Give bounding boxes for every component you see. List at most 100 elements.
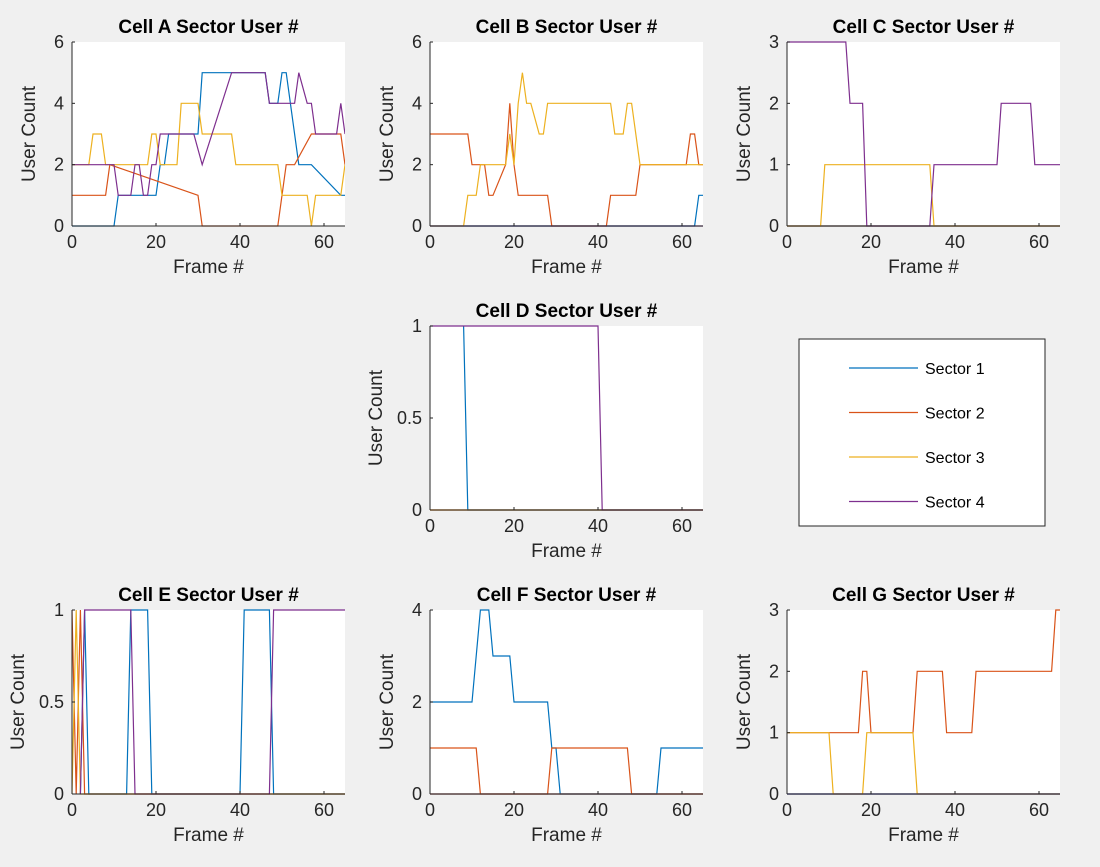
y-axis-label-e: User Count bbox=[8, 653, 29, 750]
x-tick-label-b: 0 bbox=[425, 232, 435, 252]
y-tick-label-f: 4 bbox=[412, 600, 422, 620]
chart-title-f: Cell F Sector User # bbox=[477, 585, 657, 606]
y-tick-label-a: 0 bbox=[54, 216, 64, 236]
y-axis-label-b: User Count bbox=[377, 85, 398, 182]
x-tick-label-d: 0 bbox=[425, 516, 435, 536]
x-tick-label-c: 20 bbox=[861, 232, 881, 252]
plot-area-f bbox=[430, 610, 703, 794]
y-tick-label-e: 1 bbox=[54, 600, 64, 620]
y-tick-label-b: 2 bbox=[412, 155, 422, 175]
legend-box bbox=[798, 338, 1046, 527]
plot-area-b bbox=[430, 42, 703, 226]
x-tick-label-c: 0 bbox=[782, 232, 792, 252]
chart-title-c: Cell C Sector User # bbox=[833, 17, 1015, 38]
y-tick-label-d: 0.5 bbox=[397, 408, 422, 428]
chart-title-e: Cell E Sector User # bbox=[118, 585, 299, 606]
x-tick-label-c: 60 bbox=[1029, 232, 1049, 252]
legend-label-sector-4: Sector 4 bbox=[925, 495, 985, 512]
y-tick-label-g: 3 bbox=[769, 600, 779, 620]
y-tick-label-e: 0 bbox=[54, 784, 64, 804]
x-tick-label-g: 0 bbox=[782, 800, 792, 820]
y-tick-label-c: 0 bbox=[769, 216, 779, 236]
chart-title-a: Cell A Sector User # bbox=[118, 17, 299, 38]
legend-label-sector-1: Sector 1 bbox=[925, 361, 985, 378]
x-tick-label-e: 40 bbox=[230, 800, 250, 820]
plot-cell-f: 0 20 40 60 0 2 4 Cell F Sector User # Frame # Use… bbox=[377, 585, 703, 846]
plot-cell-a: 0 20 40 60 0 2 4 6 Cell A Sector User # Frame # Us… bbox=[19, 17, 345, 278]
series-line-f-sector-2 bbox=[430, 747, 703, 795]
x-tick-label-b: 60 bbox=[672, 232, 692, 252]
y-tick-label-b: 6 bbox=[412, 32, 422, 52]
y-axis-label-d: User Count bbox=[366, 369, 387, 466]
y-tick-label-c: 3 bbox=[769, 32, 779, 52]
plot-cell-b: 0 20 40 60 0 2 4 6 Cell B Sector User # Frame # Us… bbox=[377, 17, 703, 278]
legend-entries: Sector 1 Sector 2 Sector 3 Sector 4 bbox=[849, 361, 985, 512]
y-tick-label-d: 1 bbox=[412, 316, 422, 336]
chart-title-g: Cell G Sector User # bbox=[832, 585, 1015, 606]
plot-area-c bbox=[787, 42, 1060, 226]
plot-cell-c: 0 20 40 60 0 1 2 3 Cell C Sector User # Frame # Us… bbox=[734, 17, 1060, 278]
series-line-g-sector-3 bbox=[787, 732, 1060, 795]
series-line-g-sector-2 bbox=[787, 609, 1060, 734]
y-tick-label-a: 6 bbox=[54, 32, 64, 52]
y-axis-label-f: User Count bbox=[377, 653, 398, 750]
x-axis-label-a: Frame # bbox=[173, 257, 244, 278]
legend: Sector 1 Sector 2 Sector 3 Sector 4 bbox=[798, 338, 1046, 527]
chart-title-d: Cell D Sector User # bbox=[476, 301, 658, 322]
y-tick-label-g: 2 bbox=[769, 661, 779, 681]
y-tick-label-a: 4 bbox=[54, 93, 64, 113]
y-axis-label-a: User Count bbox=[19, 85, 40, 182]
x-axis-label-g: Frame # bbox=[888, 825, 959, 846]
x-tick-label-g: 60 bbox=[1029, 800, 1049, 820]
x-tick-label-f: 40 bbox=[588, 800, 608, 820]
plot-area-e bbox=[72, 610, 345, 794]
x-tick-label-b: 20 bbox=[504, 232, 524, 252]
y-tick-label-e: 0.5 bbox=[39, 692, 64, 712]
series-line-c-sector-4 bbox=[787, 41, 1060, 227]
x-axis-label-c: Frame # bbox=[888, 257, 959, 278]
x-tick-label-e: 0 bbox=[67, 800, 77, 820]
plot-cell-e: 0 20 40 60 0 0.5 1 Cell E Sector User # Frame # U… bbox=[8, 585, 345, 846]
y-axis-label-g: User Count bbox=[734, 653, 755, 750]
series-line-b-sector-2 bbox=[430, 103, 703, 227]
x-tick-label-g: 40 bbox=[945, 800, 965, 820]
x-tick-label-b: 40 bbox=[588, 232, 608, 252]
x-axis-label-e: Frame # bbox=[173, 825, 244, 846]
x-tick-label-f: 0 bbox=[425, 800, 435, 820]
x-tick-label-a: 20 bbox=[146, 232, 166, 252]
series-group-a bbox=[72, 72, 345, 227]
plot-area-d bbox=[430, 326, 703, 510]
y-tick-label-g: 1 bbox=[769, 723, 779, 743]
y-tick-label-g: 0 bbox=[769, 784, 779, 804]
legend-label-sector-3: Sector 3 bbox=[925, 450, 985, 467]
x-tick-label-a: 0 bbox=[67, 232, 77, 252]
x-axis-label-b: Frame # bbox=[531, 257, 602, 278]
x-tick-label-e: 20 bbox=[146, 800, 166, 820]
y-tick-label-c: 1 bbox=[769, 155, 779, 175]
x-tick-label-d: 20 bbox=[504, 516, 524, 536]
y-tick-label-c: 2 bbox=[769, 93, 779, 113]
x-axis-label-f: Frame # bbox=[531, 825, 602, 846]
y-tick-label-d: 0 bbox=[412, 500, 422, 520]
x-tick-label-g: 20 bbox=[861, 800, 881, 820]
x-tick-label-d: 40 bbox=[588, 516, 608, 536]
plot-cell-g: 0 20 40 60 0 1 2 3 Cell G Sector User # Frame # Us… bbox=[734, 585, 1060, 846]
x-tick-label-d: 60 bbox=[672, 516, 692, 536]
plot-cell-d: 0 20 40 60 0 0.5 1 Cell D Sector User # Frame # U… bbox=[366, 301, 703, 562]
y-tick-label-f: 0 bbox=[412, 784, 422, 804]
series-line-a-sector-4 bbox=[72, 72, 345, 196]
x-tick-label-a: 40 bbox=[230, 232, 250, 252]
x-tick-label-f: 20 bbox=[504, 800, 524, 820]
plot-area-g bbox=[787, 610, 1060, 794]
series-line-b-sector-3 bbox=[430, 72, 703, 227]
x-axis-label-d: Frame # bbox=[531, 541, 602, 562]
y-axis-label-c: User Count bbox=[734, 85, 755, 182]
y-tick-label-b: 0 bbox=[412, 216, 422, 236]
y-tick-label-a: 2 bbox=[54, 155, 64, 175]
legend-label-sector-2: Sector 2 bbox=[925, 406, 985, 423]
y-tick-label-f: 2 bbox=[412, 692, 422, 712]
x-tick-label-f: 60 bbox=[672, 800, 692, 820]
y-tick-label-b: 4 bbox=[412, 93, 422, 113]
x-tick-label-e: 60 bbox=[314, 800, 334, 820]
